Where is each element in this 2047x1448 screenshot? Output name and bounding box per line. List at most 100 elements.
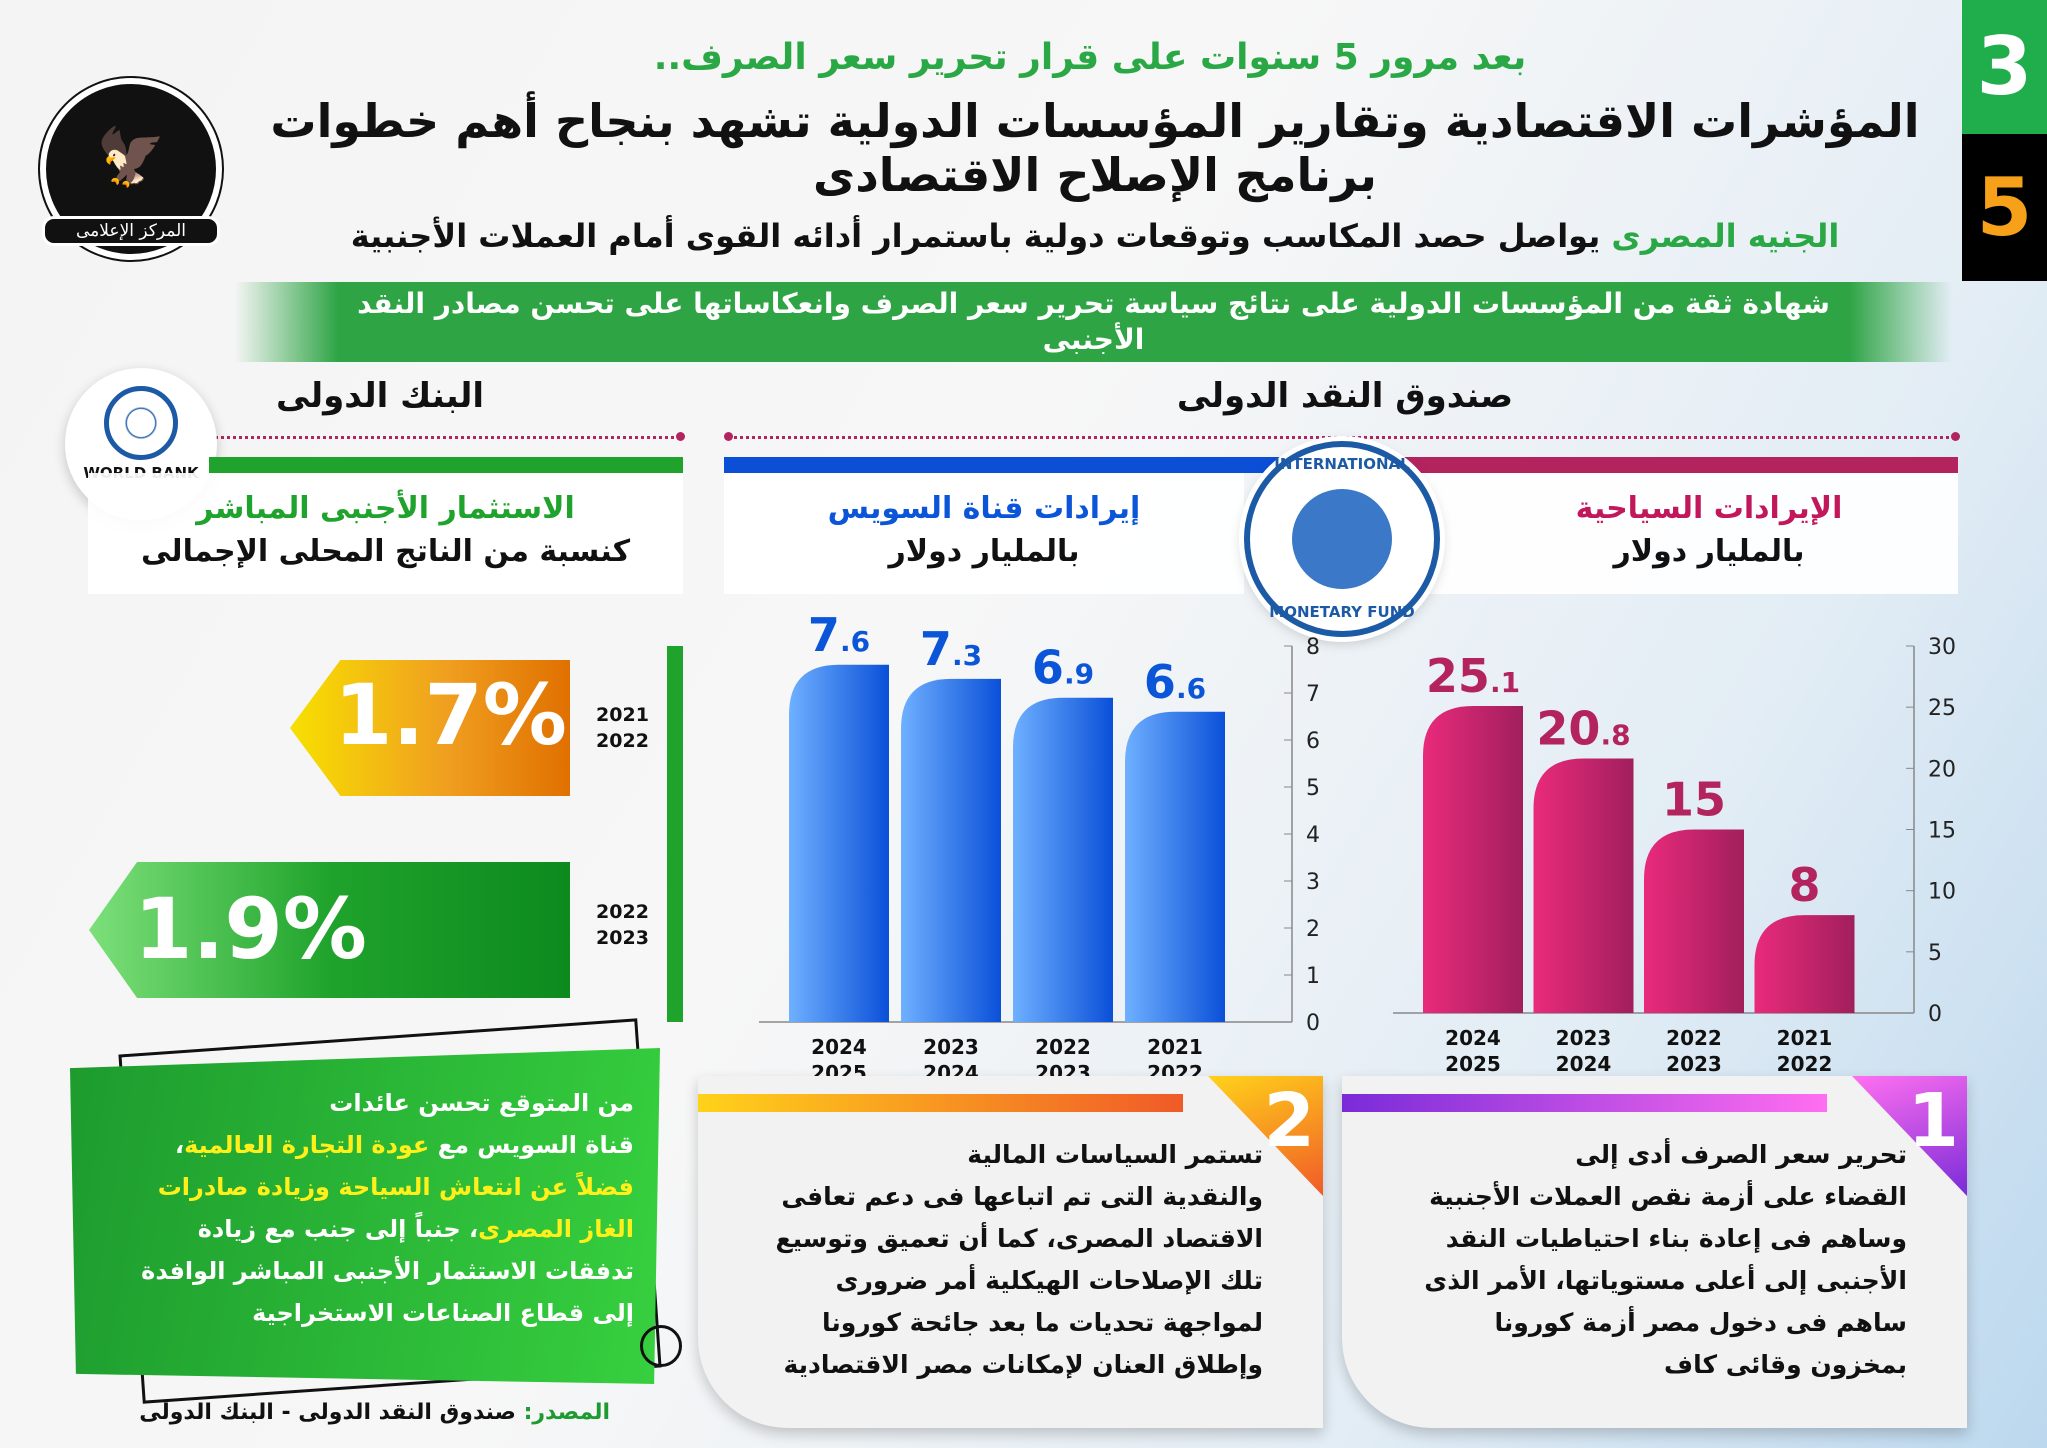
suez-title: إيرادات قناة السويس — [827, 491, 1141, 526]
card-stripe — [698, 1094, 1183, 1112]
tourism-header-bar — [1400, 457, 1958, 473]
tourism-header: الإيرادات السياحية بالمليار دولار — [1400, 473, 1958, 594]
logo-band: المركز الإعلامى — [42, 216, 220, 246]
card-number: 2 — [1263, 1078, 1316, 1164]
x-tick-label: 2022 — [1777, 1052, 1833, 1076]
x-tick-label: 2023 — [923, 1035, 979, 1059]
value-label: 6.9 — [1032, 641, 1094, 695]
fdi-bar-2022-2023: 1.9% — [89, 862, 570, 998]
bar — [1533, 758, 1634, 1013]
source: المصدر: صندوق النقد الدولى - البنك الدول… — [139, 1400, 610, 1425]
divider-dot — [1951, 432, 1960, 441]
y-tick-label: 2 — [1306, 917, 1320, 942]
bar — [1013, 697, 1113, 1022]
fdi-axis-bar — [667, 646, 683, 1022]
fdi-bar-2021-2022: 1.7% — [290, 660, 570, 796]
y-tick-label: 20 — [1928, 757, 1956, 782]
note-line: قناة السويس مع عودة التجارة العالمية، — [174, 1131, 634, 1159]
value-label: 15 — [1662, 773, 1726, 827]
world-bank-section-title: البنك الدولى — [275, 376, 485, 416]
note-line: إلى قطاع الصناعات الاستخراجية — [252, 1299, 634, 1327]
info-card-2: 2 تستمر السياسات المالية والنقدية التى تم… — [698, 1076, 1323, 1428]
imf-section-title: صندوق النقد الدولى — [1176, 376, 1514, 416]
tourism-subtitle: بالمليار دولار — [1613, 534, 1805, 569]
x-tick-label: 2022 — [1666, 1026, 1722, 1050]
y-tick-label: 1 — [1306, 964, 1320, 989]
y-tick-label: 5 — [1928, 941, 1942, 966]
x-tick-label: 2023 — [1556, 1026, 1612, 1050]
x-tick-label: 2021 — [1777, 1026, 1833, 1050]
bar — [1754, 915, 1855, 1013]
supertitle: بعد مرور 5 سنوات على قرار تحرير سعر الصر… — [653, 37, 1527, 78]
x-tick-label: 2024 — [1445, 1026, 1501, 1050]
imf-logo: INTERNATIONAL MONETARY FUND — [1244, 441, 1440, 637]
divider — [215, 436, 680, 439]
subtitle-highlight: الجنيه المصرى — [1611, 217, 1840, 255]
value-label: 20.8 — [1536, 702, 1630, 756]
fdi-title: الاستثمار الأجنبى المباشر — [196, 491, 575, 526]
y-tick-label: 8 — [1306, 635, 1320, 660]
x-tick-label: 2024 — [811, 1035, 867, 1059]
fdi-year-label: 2022 2023 — [596, 901, 649, 949]
bar — [901, 678, 1001, 1022]
card-text: تحرير سعر الصرف أدى إلى القضاء على أزمة ن… — [1424, 1140, 1907, 1379]
value-label: 7.6 — [808, 608, 870, 662]
suez-header: إيرادات قناة السويس بالمليار دولار — [724, 473, 1244, 594]
value-label: 25.1 — [1426, 649, 1520, 703]
y-tick-label: 0 — [1306, 1011, 1320, 1036]
x-tick-label: 2025 — [1445, 1052, 1501, 1076]
globe-icon — [104, 386, 178, 460]
value-label: 8 — [1788, 858, 1820, 912]
bar — [789, 664, 889, 1022]
globe-icon — [1292, 489, 1392, 589]
suez-subtitle: بالمليار دولار — [888, 534, 1080, 569]
y-tick-label: 5 — [1306, 776, 1320, 801]
y-tick-label: 15 — [1928, 819, 1956, 844]
y-tick-label: 4 — [1306, 823, 1320, 848]
x-tick-label: 2022 — [1035, 1035, 1091, 1059]
subtitle-text: يواصل حصد المكاسب وتوقعات دولية باستمرار… — [350, 217, 1601, 255]
green-banner: شهادة ثقة من المؤسسات الدولية على نتائج … — [235, 282, 1952, 362]
fdi-year-label: 2021 2022 — [596, 704, 649, 752]
suez-chart: 0123456787.6202420257.3202320246.9202220… — [759, 608, 1320, 1085]
y-tick-label: 6 — [1306, 729, 1320, 754]
note-line: الغاز المصرى، جنباً إلى جنب مع زيادة — [197, 1215, 634, 1243]
card-number: 1 — [1907, 1078, 1960, 1164]
y-tick-label: 7 — [1306, 682, 1320, 707]
forecast-note: من المتوقع تحسن عائدات قناة السويس مع عو… — [70, 1048, 660, 1384]
divider-dot — [724, 432, 733, 441]
imf-logo-bottom: MONETARY FUND — [1269, 603, 1415, 621]
divider — [728, 436, 1955, 439]
bar — [1125, 711, 1225, 1022]
page-title: المؤشرات الاقتصادية وتقارير المؤسسات الد… — [270, 94, 1920, 202]
note-line: من المتوقع تحسن عائدات — [329, 1089, 634, 1117]
imf-logo-top: INTERNATIONAL — [1274, 455, 1410, 473]
y-tick-label: 25 — [1928, 696, 1956, 721]
y-tick-label: 10 — [1928, 880, 1956, 905]
cabinet-media-center-logo: 🦅 المركز الإعلامى — [40, 78, 222, 260]
card-text: تستمر السياسات المالية والنقدية التى تم ا… — [775, 1140, 1264, 1379]
note-line: تدفقات الاستثمار الأجنبى المباشر الوافدة — [141, 1257, 634, 1285]
fdi-value-label: 1.9% — [134, 880, 367, 978]
value-label: 7.3 — [920, 622, 982, 676]
fdi-subtitle: كنسبة من الناتج المحلى الإجمالى — [140, 534, 631, 569]
fdi-value-label: 1.7% — [334, 666, 567, 764]
card-stripe — [1342, 1094, 1827, 1112]
circle-decoration — [640, 1325, 682, 1367]
fdi-header: الاستثمار الأجنبى المباشر كنسبة من النات… — [88, 473, 683, 594]
bar — [1644, 829, 1744, 1013]
note-line: فضلاً عن انتعاش السياحة وزيادة صادرات — [157, 1173, 634, 1201]
divider-dot — [676, 432, 685, 441]
y-tick-label: 3 — [1306, 870, 1320, 895]
value-label: 6.6 — [1144, 655, 1206, 709]
x-tick-label: 2024 — [1556, 1052, 1612, 1076]
x-tick-label: 2021 — [1147, 1035, 1203, 1059]
suez-header-bar — [724, 457, 1284, 473]
bar — [1423, 705, 1523, 1013]
page-number-top: 3 — [1962, 0, 2047, 134]
eagle-emblem-icon: 🦅 — [96, 125, 166, 190]
fdi-header-bar — [209, 457, 683, 473]
tourism-chart: 05101520253025.12024202520.8202320241520… — [1393, 635, 1956, 1076]
page-number-bottom: 5 — [1962, 134, 2047, 281]
